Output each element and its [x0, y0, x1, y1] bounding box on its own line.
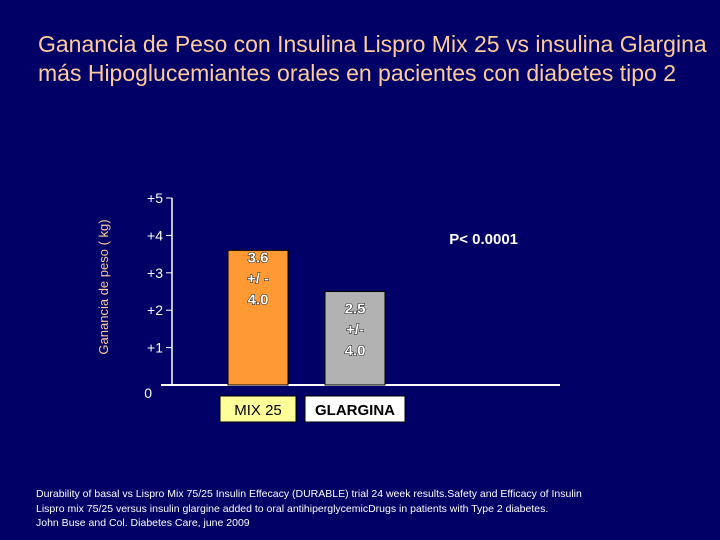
p-value-annotation: P< 0.0001	[449, 231, 518, 248]
x-tick-label: GLARGINA	[315, 402, 395, 419]
bar-data-label: 2.5	[345, 301, 366, 318]
bar-chart: Ganancia de peso ( kg) 0 +1 +2 +3 +4 +5 3.6 +/…	[96, 190, 560, 423]
y-tick-label: +4	[147, 227, 163, 243]
bar-mix-25	[227, 249, 289, 386]
citation-line: Lispro mix 75/25 versus insulin glargine…	[36, 502, 549, 515]
bar-data-label: 4.0	[345, 343, 366, 360]
x-tick-label: MIX 25	[234, 402, 282, 419]
bar-data-label: +/-	[346, 322, 364, 339]
y-tick-label: 0	[144, 385, 152, 401]
bar-data-label: 3.6	[248, 249, 269, 266]
bar-data-label: +/ -	[247, 270, 269, 287]
citation-line: Durability of basal vs Lispro Mix 75/25 …	[36, 488, 582, 500]
category-label-box	[219, 395, 297, 423]
y-tick-label: +5	[147, 190, 163, 206]
y-tick-label: +3	[147, 265, 163, 281]
bar-data-label: 4.0	[248, 291, 269, 308]
y-tick-label: +2	[147, 302, 163, 318]
citation: Durability of basal vs Lispro Mix 75/25 …	[36, 487, 716, 531]
y-axis-label: Ganancia de peso ( kg)	[96, 219, 111, 354]
bar-glargina	[324, 291, 386, 386]
y-tick-label: +1	[147, 340, 163, 356]
citation-line: John Buse and Col. Diabetes Care, june 2…	[36, 517, 250, 529]
category-label-box	[304, 395, 406, 423]
slide-title: Ganancia de Peso con Insulina Lispro Mix…	[38, 31, 707, 86]
